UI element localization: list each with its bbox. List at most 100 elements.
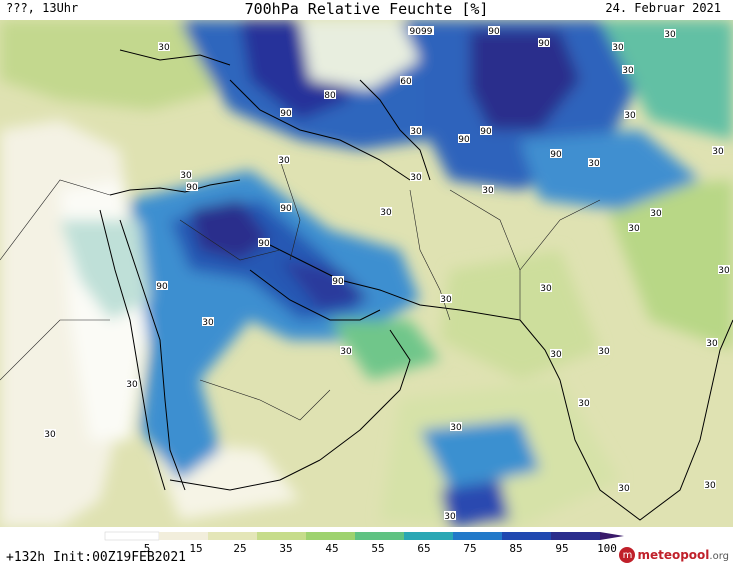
contour-label-90: 90	[488, 26, 500, 37]
contour-label-30: 30	[628, 223, 640, 234]
border-pakistan-india	[519, 199, 601, 271]
political-borders	[0, 159, 601, 421]
coastline-levant	[109, 179, 241, 196]
legend-tick-label: 95	[555, 542, 569, 555]
svg-text:30: 30	[578, 399, 590, 409]
contour-label-30: 30	[180, 170, 192, 181]
svg-text:90: 90	[488, 27, 500, 37]
legend-tick-label: 85	[509, 542, 523, 555]
contour-label-30: 30	[44, 429, 56, 440]
svg-text:90: 90	[550, 150, 562, 160]
svg-text:30: 30	[380, 208, 392, 218]
coastline-gulf-south	[249, 269, 381, 321]
contour-label-30: 30	[126, 379, 138, 390]
border-egypt-libya	[0, 179, 111, 261]
coastline-black-sea	[119, 49, 231, 66]
svg-text:90: 90	[280, 109, 292, 119]
contour-label-30: 30	[380, 207, 392, 218]
color-legend-bar	[104, 531, 624, 541]
contour-label-30: 30	[650, 208, 662, 219]
contour-label-30: 30	[278, 155, 290, 166]
contour-label-90: 90	[538, 38, 550, 49]
border-afghanistan-pakistan	[449, 189, 521, 320]
svg-text:30: 30	[450, 423, 462, 433]
contour-label-90: 90	[258, 238, 270, 249]
contour-labels: 30 30 30 30 30 30 30 30 30 30 30 30 30 3…	[44, 26, 730, 522]
legend-swatch-arrow	[600, 532, 624, 540]
svg-text:30: 30	[706, 339, 718, 349]
contour-label-30: 30	[704, 480, 716, 491]
legend-tick-label: 25	[233, 542, 247, 555]
legend-swatch	[159, 532, 208, 540]
humidity-field-shading	[0, 20, 733, 527]
contour-label-30: 30	[578, 398, 590, 409]
svg-text:30: 30	[664, 30, 676, 40]
contour-label-30: 30	[588, 158, 600, 169]
svg-text:30: 30	[550, 350, 562, 360]
border-iraq-iran	[279, 159, 301, 261]
coastline-caspian-west	[229, 79, 411, 181]
svg-text:30: 30	[628, 224, 640, 234]
svg-text:30: 30	[704, 481, 716, 491]
svg-text:90: 90	[458, 135, 470, 145]
contour-label-90: 90	[280, 108, 292, 119]
coastline-red-sea-west	[99, 209, 166, 491]
legend-swatch	[208, 532, 257, 540]
footer-bar: 5 15 25 35 45 55 65 75 85 95 100 +132h I…	[0, 527, 733, 566]
coastline-oman	[319, 329, 411, 461]
contour-label-30: 30	[712, 146, 724, 157]
contour-label-80: 80	[324, 90, 336, 101]
contour-label-30: 30	[718, 265, 730, 276]
svg-text:30: 30	[44, 430, 56, 440]
legend-tick-label: 100	[597, 542, 617, 555]
humidity-map: 30 30 30 30 30 30 30 30 30 30 30 30 30 3…	[0, 20, 733, 527]
legend-tick-label: 35	[279, 542, 293, 555]
legend-swatch	[404, 532, 453, 540]
svg-text:90: 90	[332, 277, 344, 287]
contour-label-30: 30	[444, 511, 456, 522]
coastline-arabia-south	[169, 459, 321, 491]
legend-swatch	[551, 532, 600, 540]
brand-logo[interactable]: m meteopool.org	[619, 546, 729, 564]
contour-label-90: 90	[156, 281, 168, 292]
contour-label-30: 30	[618, 483, 630, 494]
contour-label-90: 90	[480, 126, 492, 137]
svg-text:60: 60	[400, 77, 412, 87]
legend-swatch	[257, 532, 306, 540]
legend-tick-label: 75	[463, 542, 477, 555]
run-info-label: +132h Init:00Z19FEB2021	[6, 550, 187, 565]
svg-text:90: 90	[156, 282, 168, 292]
legend-tick-label: 45	[325, 542, 339, 555]
svg-text:30: 30	[718, 266, 730, 276]
svg-text:30: 30	[126, 380, 138, 390]
contour-label-30: 30	[706, 338, 718, 349]
svg-text:30: 30	[712, 147, 724, 157]
legend-swatch	[306, 532, 355, 540]
contour-label-30: 30	[482, 185, 494, 196]
svg-text:30: 30	[482, 186, 494, 196]
svg-text:80: 80	[324, 91, 336, 101]
contour-label-30: 30	[440, 294, 452, 305]
contour-label-60: 60	[400, 76, 412, 87]
svg-text:90: 90	[538, 39, 550, 49]
border-saudi-yemen	[199, 379, 331, 421]
svg-text:30: 30	[410, 127, 422, 137]
map-title: 700hPa Relative Feuchte [%]	[244, 0, 489, 18]
svg-text:30: 30	[540, 284, 552, 294]
legend-ticks: 5 15 25 35 45 55 65 75 85 95 100	[0, 542, 733, 555]
contour-label-9099: 9099	[408, 26, 434, 37]
svg-text:90: 90	[258, 239, 270, 249]
contour-label-30: 30	[664, 29, 676, 40]
contour-label-30: 30	[450, 422, 462, 433]
svg-text:30: 30	[278, 156, 290, 166]
header-bar: ???, 13Uhr 700hPa Relative Feuchte [%] 2…	[0, 0, 733, 20]
forecast-day-label: ???, 13Uhr	[6, 1, 79, 15]
contour-label-90: 90	[280, 203, 292, 214]
svg-text:30: 30	[410, 173, 422, 183]
contour-label-30: 30	[612, 42, 624, 53]
contour-label-30: 30	[624, 110, 636, 121]
svg-text:30: 30	[588, 159, 600, 169]
contour-label-90: 90	[332, 276, 344, 287]
border-saudi-iraq	[179, 219, 281, 261]
contour-label-30: 30	[410, 172, 422, 183]
